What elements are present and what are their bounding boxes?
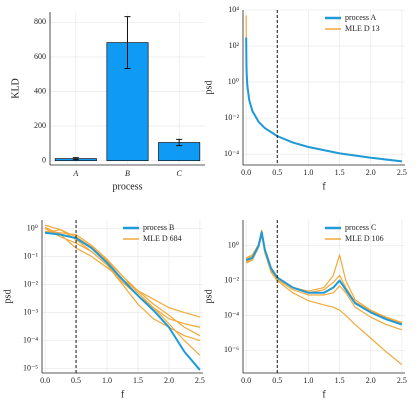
- y-tick-label: 600: [34, 52, 46, 61]
- x-tick-label: A: [72, 169, 78, 178]
- y-tick-label: 800: [34, 17, 46, 26]
- x-tick-label: 1.5: [335, 168, 345, 177]
- x-tick-label: B: [125, 169, 130, 178]
- x-tick-label: 1.5: [133, 376, 143, 385]
- x-tick-label: 2.0: [366, 168, 376, 177]
- error-bar: [72, 157, 79, 161]
- x-tick-label: 0.0: [241, 376, 251, 385]
- x-tick-label: 0.5: [71, 376, 81, 385]
- y-axis-label: psd: [2, 290, 13, 304]
- y-tick-label: 10⁻¹: [23, 251, 38, 260]
- x-tick-label: 2.0: [164, 376, 174, 385]
- legend-label: MLE D 106: [345, 234, 384, 243]
- y-tick-label: 10²: [229, 41, 240, 50]
- x-tick-label: 1.0: [102, 376, 112, 385]
- x-tick-label: 2.5: [195, 376, 205, 385]
- y-tick-label: 10⁻²: [23, 279, 38, 288]
- x-tick-label: C: [176, 169, 182, 178]
- series-line: [245, 15, 402, 162]
- x-tick-label: 1.0: [303, 168, 313, 177]
- x-axis-label: f: [322, 389, 326, 400]
- x-tick-label: 1.0: [303, 376, 313, 385]
- y-tick-label: 10⁰: [228, 77, 239, 86]
- subplot: 10⁻⁶ 10⁻⁴ 10⁻² 10⁰ psd f 0.0 0.5 1.0 1.5 2.0 2.5 pro…: [203, 220, 407, 400]
- error-bar: [124, 16, 131, 70]
- series-line: [44, 229, 201, 342]
- series-line: [44, 227, 201, 328]
- legend-label: process C: [345, 223, 376, 232]
- y-axis-label: psd: [203, 290, 214, 304]
- subplot: 10⁻⁵ 10⁻⁴ 10⁻³ 10⁻² 10⁻¹ 10⁰ psd f 0.0 0.5 1.0 1.5 2…: [2, 220, 205, 400]
- y-tick-label: 10⁻⁴: [23, 335, 38, 344]
- y-tick-label: 200: [34, 121, 46, 130]
- series-line: [44, 231, 201, 371]
- x-tick-label: 0.0: [241, 168, 251, 177]
- series-line: [245, 37, 402, 163]
- x-tick-label: 0.5: [272, 376, 282, 385]
- y-tick-label: 10⁴: [228, 5, 239, 14]
- series-line: [245, 229, 403, 323]
- x-tick-label: 2.5: [397, 168, 407, 177]
- series-line: [245, 234, 403, 366]
- y-tick-label: 10⁰: [27, 223, 38, 232]
- y-tick-label: 10⁻⁴: [224, 310, 239, 319]
- x-tick-label: 2.0: [366, 376, 376, 385]
- y-tick-label: 0: [42, 156, 46, 165]
- x-tick-label: 2.5: [397, 376, 407, 385]
- legend-label: process B: [143, 223, 174, 232]
- x-axis-label: process: [113, 181, 143, 192]
- y-tick-label: 10⁻⁴: [224, 149, 239, 158]
- x-tick-label: 0.0: [40, 376, 50, 385]
- y-tick-label: 10⁻⁶: [224, 345, 239, 354]
- subplot: 10⁻⁴ 10⁻² 10⁰ 10² 10⁴ psd f 0.0 0.5 1.0 1.5 2.0 2.5 p…: [203, 5, 407, 192]
- series-line: [245, 230, 403, 324]
- y-tick-label: 10⁻³: [23, 307, 38, 316]
- legend-label: process A: [345, 13, 377, 22]
- y-axis-label: KLD: [10, 78, 21, 99]
- legend-label: MLE D 684: [143, 234, 182, 243]
- error-bar: [176, 138, 183, 147]
- x-axis-label: f: [322, 181, 326, 192]
- series-line: [245, 231, 403, 326]
- y-tick-label: 10⁰: [228, 241, 239, 250]
- legend-label: MLE D 13: [345, 24, 380, 33]
- y-axis-label: psd: [203, 81, 214, 95]
- y-tick-label: 400: [34, 86, 46, 95]
- y-tick-label: 10⁻⁵: [23, 363, 38, 372]
- x-tick-label: 1.5: [335, 376, 345, 385]
- series-line: [45, 230, 201, 356]
- x-tick-label: 0.5: [272, 168, 282, 177]
- subplot: 0 200 400 600 800 KLD process A B C: [10, 12, 205, 192]
- y-tick-label: 10⁻²: [224, 113, 239, 122]
- y-tick-label: 10⁻²: [224, 275, 239, 284]
- x-axis-label: f: [121, 389, 125, 400]
